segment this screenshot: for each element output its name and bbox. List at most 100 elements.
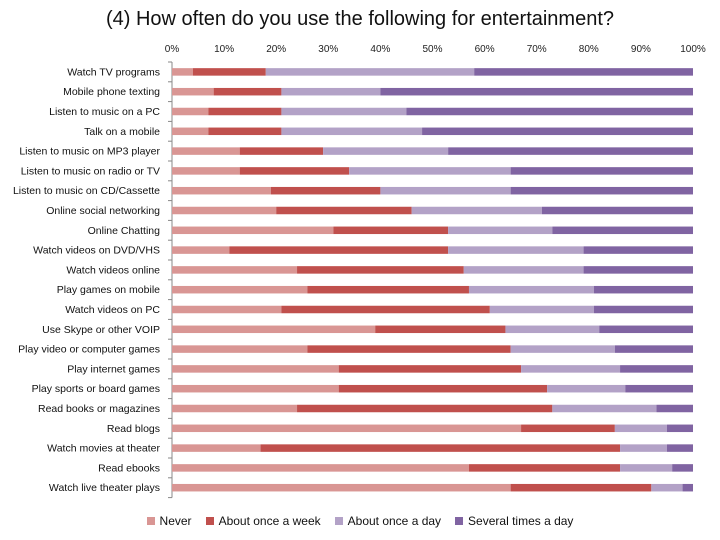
bar-segment bbox=[208, 107, 282, 116]
bar-segment bbox=[172, 186, 271, 195]
x-tick-label: 30% bbox=[318, 44, 338, 55]
bar-segment bbox=[448, 226, 553, 235]
bar-segment bbox=[682, 483, 693, 492]
bar-segment bbox=[468, 285, 595, 294]
bar-segment bbox=[614, 424, 667, 433]
bar-segment bbox=[172, 246, 230, 254]
bar-segment bbox=[172, 325, 376, 334]
bar-segment bbox=[422, 127, 693, 136]
bar-segment bbox=[411, 206, 542, 215]
x-tick-label: 70% bbox=[527, 44, 547, 55]
bar-segment bbox=[594, 285, 693, 294]
bar-segment bbox=[281, 87, 381, 96]
bar-segment bbox=[172, 384, 339, 393]
category-label: Play video or computer games bbox=[18, 344, 160, 356]
axes bbox=[168, 61, 173, 499]
bar-segment bbox=[281, 107, 407, 116]
bar-segment bbox=[448, 147, 693, 155]
bar-segment bbox=[552, 404, 657, 413]
category-label: Talk on a mobile bbox=[84, 126, 160, 138]
bar-segment bbox=[172, 365, 339, 373]
bar-segment bbox=[213, 87, 282, 96]
legend-swatch bbox=[455, 517, 464, 525]
category-label: Watch videos online bbox=[66, 264, 160, 276]
bar-segment bbox=[172, 147, 240, 155]
bar-segment bbox=[672, 464, 693, 472]
bar-segment bbox=[614, 345, 693, 353]
bar-segment bbox=[620, 464, 673, 472]
bar-segment bbox=[172, 68, 193, 76]
category-label: Play games on mobile bbox=[57, 284, 160, 296]
bar-segment bbox=[510, 186, 693, 195]
bar-segment bbox=[620, 444, 667, 452]
bar-segment bbox=[547, 384, 626, 393]
category-label: Listen to music on MP3 player bbox=[19, 146, 160, 158]
bars bbox=[172, 68, 693, 492]
bar-segment bbox=[666, 424, 693, 433]
bar-segment bbox=[281, 305, 490, 314]
x-tick-label: 40% bbox=[370, 44, 390, 55]
chart-title: (4) How often do you use the following f… bbox=[105, 8, 615, 30]
bar-segment bbox=[541, 206, 693, 215]
bar-segment bbox=[172, 285, 308, 294]
bar-segment bbox=[192, 68, 266, 76]
bar-segment bbox=[338, 365, 522, 373]
bar-segment bbox=[172, 127, 209, 136]
legend-swatch bbox=[205, 517, 214, 525]
bar-segment bbox=[338, 384, 548, 393]
bar-segment bbox=[510, 483, 652, 492]
bar-segment bbox=[468, 464, 621, 472]
bar-segment bbox=[265, 68, 475, 76]
bar-segment bbox=[172, 226, 334, 235]
bar-segment bbox=[281, 127, 423, 136]
bar-segment bbox=[583, 246, 693, 254]
category-label: Watch videos on DVD/VHS bbox=[33, 245, 160, 257]
category-label: Watch TV programs bbox=[67, 66, 160, 78]
bar-segment bbox=[172, 444, 261, 452]
bar-segment bbox=[583, 266, 693, 274]
bar-segment bbox=[489, 305, 595, 314]
category-label: Read books or magazines bbox=[38, 403, 160, 415]
category-label: Play sports or board games bbox=[32, 383, 160, 395]
legend-label: Several times a day bbox=[468, 514, 574, 528]
legend-label: About once a day bbox=[347, 514, 442, 528]
bar-segment bbox=[474, 68, 693, 76]
legend: Never About once a week About once a day Se… bbox=[0, 514, 720, 528]
bar-segment bbox=[505, 325, 600, 334]
category-label: Use Skype or other VOIP bbox=[42, 324, 160, 336]
legend-label: Never bbox=[159, 514, 192, 528]
bar-segment bbox=[599, 325, 693, 334]
bar-segment bbox=[625, 384, 693, 393]
bar-segment bbox=[333, 226, 449, 235]
bar-segment bbox=[375, 325, 506, 334]
category-label: Mobile phone texting bbox=[63, 86, 160, 98]
bar-segment bbox=[172, 404, 298, 413]
bar-segment bbox=[380, 87, 693, 96]
bar-segment bbox=[448, 246, 584, 254]
bar-segment bbox=[651, 483, 683, 492]
bar-segment bbox=[463, 266, 584, 274]
category-label: Listen to music on CD/Cassette bbox=[13, 185, 160, 197]
bar-segment bbox=[229, 246, 449, 254]
category-labels: Watch TV programs Mobile phone texting Lis… bbox=[13, 66, 161, 494]
x-tick-label: 50% bbox=[422, 44, 442, 55]
legend-item: About once a day bbox=[334, 514, 442, 528]
x-tick-label: 80% bbox=[579, 44, 599, 55]
legend-swatch bbox=[146, 517, 155, 525]
bar-segment bbox=[297, 404, 553, 413]
bar-segment bbox=[172, 424, 522, 433]
legend-item: Never bbox=[146, 514, 192, 528]
x-tick-label: 60% bbox=[475, 44, 495, 55]
category-label: Watch live theater plays bbox=[49, 482, 160, 494]
bar-segment bbox=[656, 404, 693, 413]
x-tick-labels: 0% 10% 20% 30% 40% 50% 60% 70% 80% 90% 100% bbox=[165, 44, 706, 55]
bar-segment bbox=[349, 167, 511, 175]
bar-segment bbox=[260, 444, 621, 452]
bar-segment bbox=[239, 167, 350, 175]
legend-item: About once a week bbox=[205, 514, 321, 528]
category-label: Online social networking bbox=[46, 205, 160, 217]
bar-segment bbox=[594, 305, 693, 314]
bar-segment bbox=[552, 226, 693, 235]
category-label: Read blogs bbox=[107, 423, 160, 435]
x-tick-label: 10% bbox=[214, 44, 234, 55]
